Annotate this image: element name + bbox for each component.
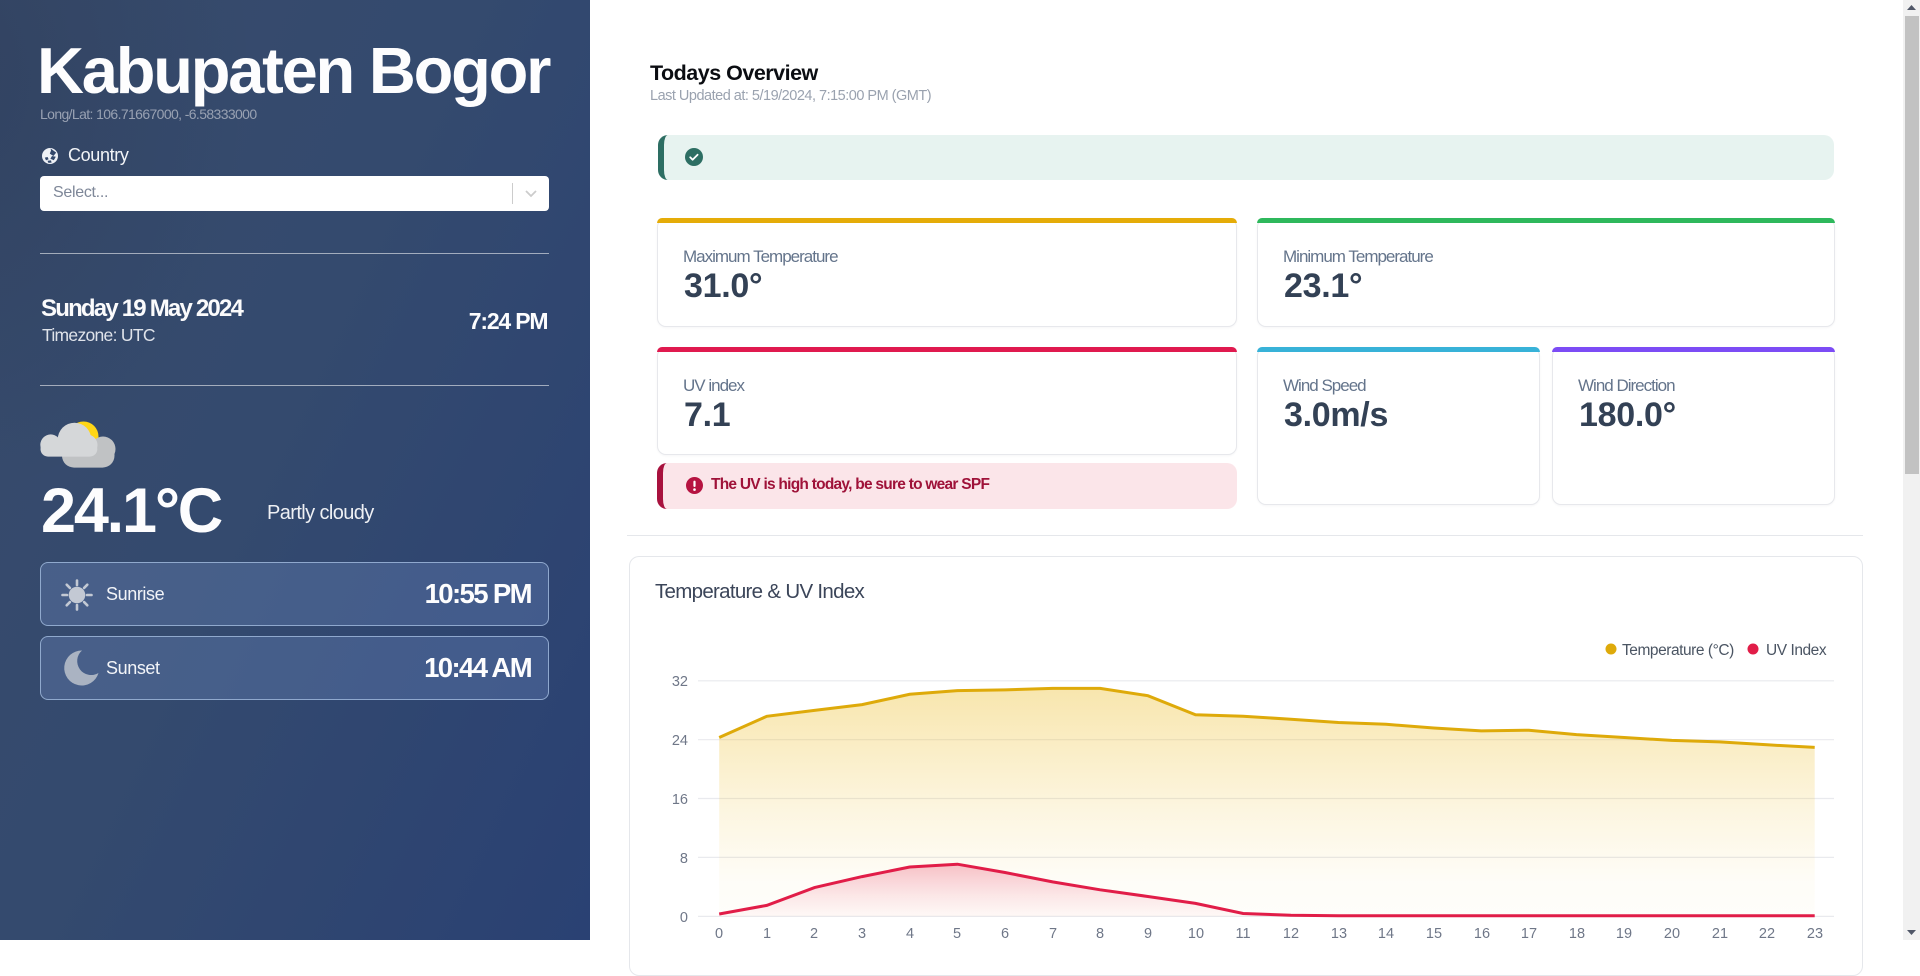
svg-text:18: 18 — [1569, 926, 1585, 940]
svg-text:2: 2 — [810, 926, 818, 940]
svg-text:7: 7 — [1049, 926, 1057, 940]
svg-text:19: 19 — [1616, 926, 1632, 940]
svg-text:17: 17 — [1521, 926, 1537, 940]
svg-text:32: 32 — [672, 674, 688, 690]
svg-text:0: 0 — [680, 910, 688, 926]
svg-text:8: 8 — [680, 851, 688, 867]
svg-text:3: 3 — [858, 926, 866, 940]
svg-text:5: 5 — [953, 926, 961, 940]
svg-text:9: 9 — [1144, 926, 1152, 940]
svg-text:24: 24 — [672, 733, 688, 749]
svg-text:1: 1 — [763, 926, 771, 940]
svg-text:13: 13 — [1331, 926, 1347, 940]
svg-text:22: 22 — [1759, 926, 1775, 940]
svg-text:12: 12 — [1283, 926, 1299, 940]
svg-text:16: 16 — [672, 792, 688, 808]
svg-text:0: 0 — [715, 926, 723, 940]
svg-text:Temperature (°C): Temperature (°C) — [1622, 642, 1734, 659]
svg-text:8: 8 — [1096, 926, 1104, 940]
svg-text:14: 14 — [1378, 926, 1394, 940]
svg-text:UV Index: UV Index — [1766, 642, 1827, 659]
svg-text:10: 10 — [1188, 926, 1204, 940]
svg-text:6: 6 — [1001, 926, 1009, 940]
svg-text:4: 4 — [906, 926, 914, 940]
svg-text:16: 16 — [1474, 926, 1490, 940]
svg-text:21: 21 — [1712, 926, 1728, 940]
svg-text:15: 15 — [1426, 926, 1442, 940]
svg-text:23: 23 — [1807, 926, 1823, 940]
svg-text:11: 11 — [1235, 926, 1250, 940]
svg-text:20: 20 — [1664, 926, 1680, 940]
